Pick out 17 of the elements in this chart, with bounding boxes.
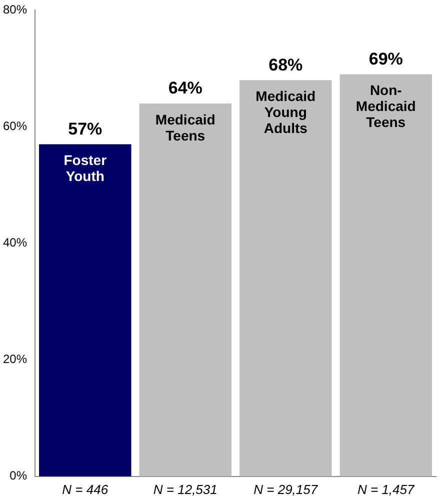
y-tick-label: 0% bbox=[10, 468, 28, 483]
y-tick-label: 60% bbox=[2, 119, 28, 134]
annotation: Foster Youth bbox=[64, 152, 108, 184]
x-tick-label: N = 446 bbox=[62, 482, 109, 497]
x-tick-label: N = 29,157 bbox=[254, 482, 318, 497]
y-tick-label: 20% bbox=[2, 352, 28, 366]
data-label: 57% bbox=[68, 119, 102, 138]
annotation: Medicaid Teens bbox=[155, 111, 216, 144]
y-tick-label: 80% bbox=[2, 2, 28, 17]
x-tick-label: N = 12,531 bbox=[153, 482, 218, 497]
data-label: 64% bbox=[168, 78, 202, 98]
y-tick-label: 40% bbox=[2, 236, 28, 250]
data-label: 68% bbox=[268, 55, 303, 74]
data-label: 69% bbox=[368, 49, 403, 68]
x-tick-label: N = 1,457 bbox=[358, 482, 416, 497]
annotation: Medicaid Young Adults bbox=[256, 88, 316, 136]
annotation: Non-Medicaid Teens bbox=[356, 82, 416, 130]
